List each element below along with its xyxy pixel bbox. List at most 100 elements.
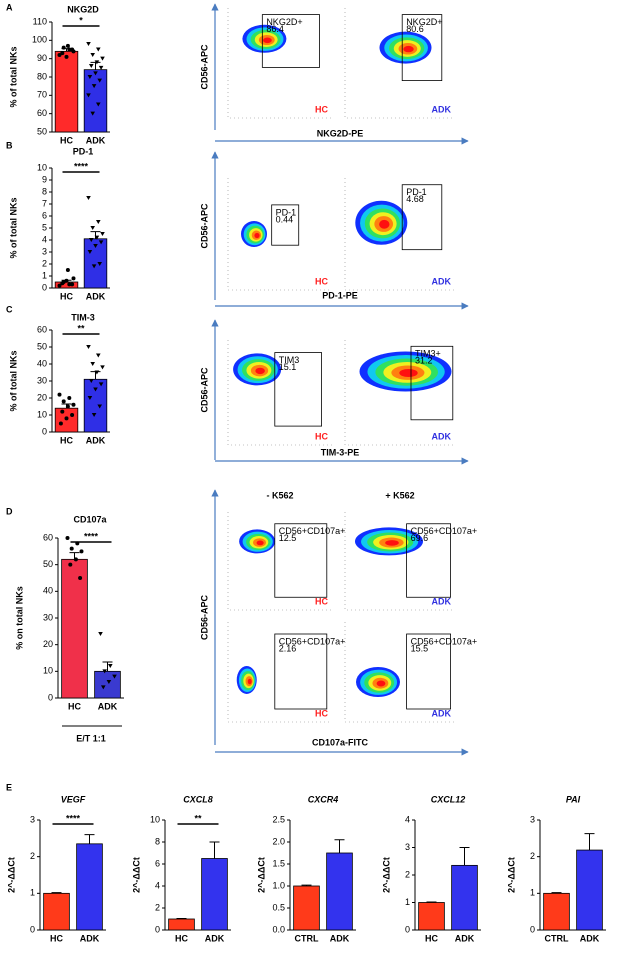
significance-label: **** <box>74 161 89 171</box>
y-tick-label: 20 <box>37 392 47 402</box>
bar <box>451 864 478 931</box>
x-tick-label: ADK <box>86 291 106 301</box>
gate-value: 0.44 <box>276 214 294 224</box>
gate <box>406 633 452 710</box>
chart-title: VEGF <box>61 794 86 804</box>
gate <box>401 184 443 251</box>
gate-value: 80.6 <box>406 24 424 34</box>
gate <box>274 352 322 427</box>
data-point <box>61 399 66 404</box>
gate-label: CD56+CD107a+ <box>411 636 478 646</box>
error-bar <box>301 884 312 886</box>
plot-frame <box>227 622 332 723</box>
x-tick-label: ADK <box>80 933 100 943</box>
panel-letter: C <box>6 304 13 314</box>
x-tick-label: ADK <box>580 933 600 943</box>
bar <box>168 918 195 931</box>
gate-label: TIM3+ <box>415 349 441 359</box>
group-label: ADK <box>432 104 452 114</box>
data-point <box>67 396 72 400</box>
data-point <box>96 353 101 358</box>
significance-label: ** <box>194 813 202 823</box>
group-label: ADK <box>432 276 452 286</box>
y-axis-label: 2^-ΔΔCt <box>381 857 391 893</box>
significance-label: ** <box>77 323 85 333</box>
x-tick-label: ADK <box>455 933 475 943</box>
y-tick-label: 0 <box>530 924 535 934</box>
error-bar <box>176 917 187 919</box>
y-tick-label: 2 <box>42 258 47 268</box>
x-tick-label: ADK <box>86 435 106 445</box>
chart-title: PD-1 <box>73 146 94 156</box>
error-bar <box>90 61 101 70</box>
data-point <box>60 281 65 286</box>
bar <box>293 885 320 931</box>
density-blob <box>263 37 272 44</box>
y-axis-label: % on total NKs <box>14 586 24 650</box>
x-tick-label: HC <box>60 135 73 145</box>
data-point <box>96 220 101 224</box>
data-point <box>91 264 97 269</box>
error-bar <box>334 839 345 853</box>
data-point <box>96 102 101 107</box>
gate-value: 15.1 <box>279 362 297 372</box>
data-point <box>97 78 102 83</box>
group-label: HC <box>315 596 328 606</box>
group-label: HC <box>315 276 328 286</box>
bar <box>61 558 88 699</box>
y-axis-label: CD56-APC <box>199 594 209 640</box>
y-tick-label: 3 <box>530 814 535 824</box>
density-blob <box>256 540 264 546</box>
column-header: + K562 <box>385 490 414 500</box>
density-blob <box>247 678 252 685</box>
plot-frame <box>227 178 332 291</box>
data-point <box>96 47 101 52</box>
plot-frame <box>227 512 332 611</box>
y-axis-label: 2^-ΔΔCt <box>256 857 266 893</box>
group-label: ADK <box>432 596 452 606</box>
data-point <box>86 345 91 349</box>
x-tick-label: HC <box>175 933 188 943</box>
x-axis-label: TIM-3-PE <box>321 447 360 457</box>
y-tick-label: 2 <box>30 851 35 861</box>
y-tick-label: 9 <box>42 174 47 184</box>
data-point <box>78 576 83 580</box>
y-tick-label: 50 <box>43 559 53 569</box>
chart-title: TIM-3 <box>71 312 95 322</box>
bar <box>543 892 570 931</box>
y-tick-label: 3 <box>30 814 35 824</box>
data-point <box>101 685 106 690</box>
data-point <box>57 392 62 397</box>
y-tick-label: 1.5 <box>272 858 285 868</box>
y-tick-label: 30 <box>37 375 47 385</box>
error-bar <box>102 661 113 672</box>
y-tick-label: 0 <box>42 282 47 292</box>
data-point <box>97 262 102 266</box>
chart-title: CXCL12 <box>431 794 466 804</box>
x-tick-label: HC <box>50 933 63 943</box>
y-axis-label: % of total NKs <box>8 197 18 258</box>
error-bar <box>584 833 595 851</box>
y-tick-label: 1 <box>405 897 410 907</box>
bar <box>201 858 228 931</box>
error-bar <box>51 892 62 894</box>
y-tick-label: 0.0 <box>272 924 285 934</box>
bar <box>576 849 603 931</box>
y-tick-label: 90 <box>37 53 47 63</box>
error-bar <box>209 841 220 859</box>
data-point <box>90 226 95 230</box>
plot-frame <box>344 512 455 611</box>
y-tick-label: 0 <box>48 692 53 702</box>
y-tick-label: 0 <box>42 426 47 436</box>
group-label: HC <box>315 104 328 114</box>
y-tick-label: 50 <box>37 341 47 351</box>
gate-label: NKG2D+ <box>406 17 442 27</box>
data-point <box>87 396 93 400</box>
data-point <box>58 421 63 426</box>
bar <box>94 670 121 699</box>
gate <box>406 523 452 598</box>
data-point <box>100 232 105 236</box>
x-axis-label: CD107a-FITC <box>312 737 369 747</box>
column-header: - K562 <box>266 490 293 500</box>
